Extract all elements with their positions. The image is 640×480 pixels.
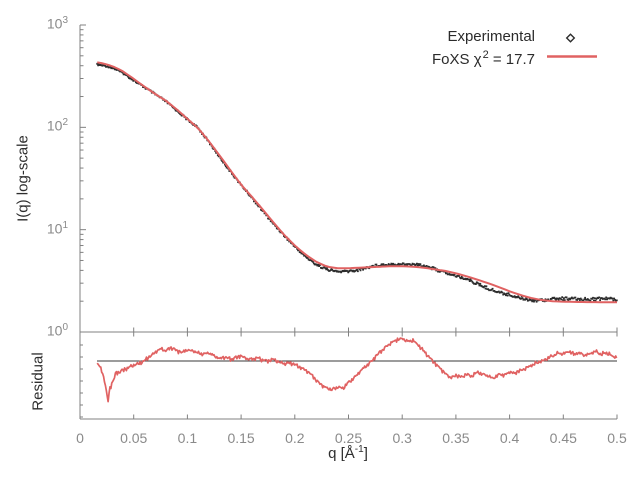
legend-label-foxs-value: = 17.7 bbox=[488, 51, 535, 68]
legend-label-foxs: FoXS χ bbox=[432, 51, 482, 68]
x-tick-label: 0.05 bbox=[120, 430, 148, 446]
legend-entry-experimental: Experimental bbox=[432, 28, 535, 46]
y-tick-label: 103 bbox=[46, 15, 68, 32]
axes bbox=[79, 24, 618, 420]
x-tick-label: 0.35 bbox=[442, 430, 470, 446]
x-tick-label: 0.25 bbox=[334, 430, 363, 446]
x-tick-label: 0.4 bbox=[499, 430, 520, 446]
x-tick-label: 0 bbox=[76, 430, 84, 446]
legend-experimental-point-icon bbox=[565, 33, 576, 43]
x-tick-label: 0.45 bbox=[549, 430, 577, 446]
experimental-scatter-series bbox=[96, 62, 618, 303]
x-tick-label: 0.1 bbox=[177, 430, 198, 446]
legend-label-foxs-chi-exp: 2 bbox=[482, 49, 489, 61]
legend-label-experimental: Experimental bbox=[447, 28, 535, 45]
x-tick-label: 0.3 bbox=[392, 430, 412, 446]
y-tick-label: 102 bbox=[46, 117, 68, 134]
x-tick-label: 0.15 bbox=[227, 430, 255, 446]
y-tick-label: 100 bbox=[46, 322, 68, 339]
x-axis-label-bracket: ] bbox=[363, 445, 368, 462]
y-tick-label: 101 bbox=[46, 219, 68, 237]
x-axis-label-superscript: -1 bbox=[354, 444, 364, 455]
residual-y-axis-label: Residual bbox=[29, 352, 47, 411]
main-y-axis-label: I(q) log-scale bbox=[14, 135, 32, 222]
x-tick-label: 0.5 bbox=[607, 430, 627, 446]
residual-line-series bbox=[96, 337, 618, 403]
legend-entry-foxs: FoXS χ2 = 17.7 bbox=[432, 46, 535, 69]
x-tick-label: 0.2 bbox=[285, 430, 305, 446]
x-axis-label: q [Å-1] bbox=[248, 444, 448, 462]
foxs-model-line-series bbox=[97, 61, 617, 304]
legend: Experimental FoXS χ2 = 17.7 bbox=[432, 28, 535, 69]
x-axis-label-text: q [Å bbox=[328, 445, 355, 462]
